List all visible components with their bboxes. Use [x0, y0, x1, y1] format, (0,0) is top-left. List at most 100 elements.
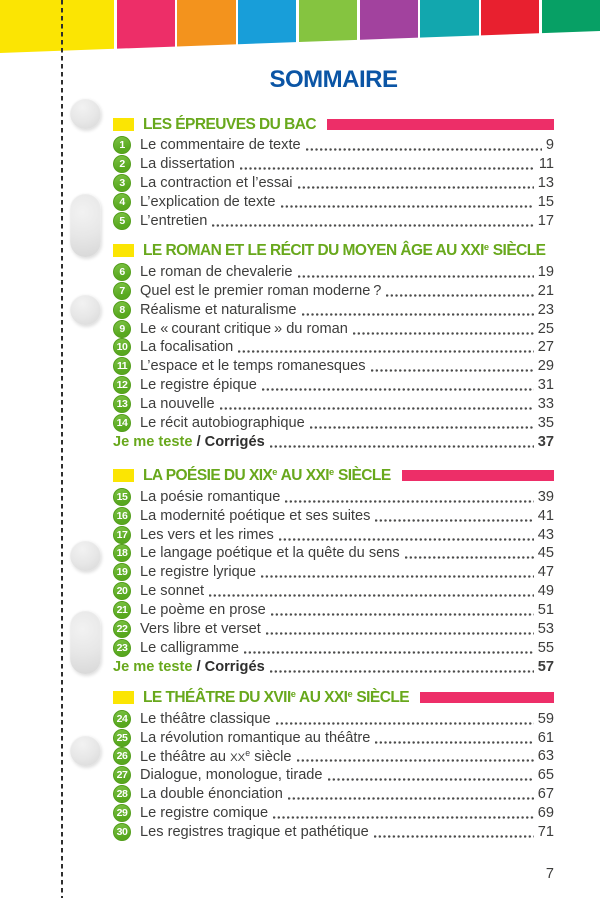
toc-entry: 29 Le registre comique 69 [113, 804, 554, 823]
binder-hole-circle [70, 98, 101, 129]
pink-bar [420, 692, 554, 704]
yellow-square-marker [113, 469, 134, 483]
entry-number-badge: 4 [113, 193, 131, 212]
entry-number-badge: 3 [113, 174, 131, 193]
section-header: LA POÉSIE DU XIXe AU XXIe SIÈCLE [113, 467, 554, 484]
corriges-label: / Corrigés [192, 433, 265, 450]
dot-leader [305, 148, 542, 152]
toc-entry: 24 Le théâtre classique 59 [113, 709, 554, 728]
entry-page-number: 43 [537, 526, 554, 543]
entry-label: Quel est le premier roman moderne ? [140, 282, 382, 299]
entry-number-badge: 19 [113, 563, 131, 582]
toc-entry: 18 Le langage poétique et la quête du sen… [113, 544, 554, 563]
entry-page-number: 21 [537, 282, 554, 299]
entry-number-badge: 10 [113, 338, 131, 357]
entry-label: Le commentaire de texte [140, 137, 301, 154]
entry-number-badge: 18 [113, 544, 131, 563]
toc-section: LE THÉÂTRE DU XVIIe AU XXIe SIÈCLE 24 Le t… [113, 688, 554, 842]
page-number: 7 [545, 865, 554, 882]
entry-page-number: 67 [537, 786, 554, 803]
dot-leader [209, 594, 534, 598]
dot-leader [404, 556, 534, 560]
dot-leader [278, 537, 534, 541]
toc-entry: 19 Le registre lyrique 47 [113, 563, 554, 582]
entry-label: La contraction et l’essai [140, 175, 293, 192]
section-title: LE THÉÂTRE DU XVIIe AU XXIe SIÈCLE [143, 688, 410, 706]
toc-entry: 28 La double énonciation 67 [113, 785, 554, 804]
entry-label: Le récit autobiographique [140, 415, 305, 432]
dot-leader [370, 369, 534, 373]
dot-leader [296, 759, 534, 763]
toc-entry: 16 La modernité poétique et ses suites 41 [113, 506, 554, 525]
binder-hole-capsule [70, 610, 101, 674]
entry-page-number: 59 [537, 710, 554, 727]
entry-number-badge: 28 [113, 785, 131, 804]
entry-page-number: 17 [537, 213, 554, 229]
toc-entry: 9 Le « courant critique » du roman 25 [113, 319, 554, 338]
toc-entry: 6 Le roman de chevalerie 19 [113, 262, 554, 281]
dot-leader [309, 425, 534, 429]
toc-entry: 5 L’entretien 17 [113, 212, 554, 231]
entry-label: L’explication de texte [140, 194, 276, 211]
toc-entry: 7 Quel est le premier roman moderne ? 21 [113, 281, 554, 300]
entry-number-badge: 26 [113, 747, 131, 766]
dot-leader [285, 499, 534, 503]
entry-page-number: 29 [537, 358, 554, 375]
entry-number-badge: 8 [113, 300, 131, 319]
toc-entry: 4 L’explication de texte 15 [113, 193, 554, 212]
entry-label: L’espace et le temps romanesques [140, 358, 366, 375]
entry-label: Le poème en prose [140, 602, 266, 619]
page-title: SOMMAIRE [269, 66, 399, 93]
banner-stripe-pink [116, 0, 175, 53]
entry-label: Le registre épique [140, 377, 257, 394]
entry-label: Le registre comique [140, 805, 269, 822]
entry-page-number: 31 [537, 377, 554, 394]
dot-leader [301, 312, 534, 316]
binder-hole-capsule [70, 193, 101, 257]
entry-label: Les registres tragique et pathétique [140, 824, 369, 841]
toc-entry: 23 Le calligramme 55 [113, 638, 554, 657]
entry-number-badge: 23 [113, 638, 131, 657]
toc-entry: 17 Les vers et les rimes 43 [113, 525, 554, 544]
toc-entry: 20 Le sonnet 49 [113, 582, 554, 601]
entry-label: La dissertation [140, 156, 235, 173]
entry-page-number: 49 [537, 583, 554, 600]
toc-entry: 3 La contraction et l’essai 13 [113, 174, 554, 193]
dot-leader [243, 650, 534, 654]
entry-number-badge: 21 [113, 601, 131, 620]
entry-page-number: 51 [537, 602, 554, 619]
entry-number-badge: 13 [113, 395, 131, 414]
toc-entry: 13 La nouvelle 33 [113, 395, 554, 414]
entry-page-number: 13 [537, 175, 554, 192]
entry-label: La modernité poétique et ses suites [140, 507, 371, 524]
toc-section: LE ROMAN ET LE RÉCIT DU MOYEN ÂGE AU XXI… [113, 241, 554, 451]
entry-page-number: 71 [537, 824, 554, 841]
pink-bar [401, 470, 554, 482]
yellow-square-marker [113, 691, 134, 705]
yellow-square-marker [113, 244, 134, 258]
toc-entry: 10 La focalisation 27 [113, 338, 554, 357]
entry-label: La double énonciation [140, 786, 283, 803]
entry-page-number: 39 [537, 488, 554, 505]
entry-label: La focalisation [140, 339, 234, 356]
entry-label: La nouvelle [140, 396, 215, 413]
yellow-square-marker [113, 118, 134, 131]
entry-label: La poésie romantique [140, 488, 281, 505]
entry-label: Vers libre et verset [140, 621, 261, 638]
entry-label: La révolution romantique au théâtre [140, 729, 371, 746]
toc-entry: 1 Le commentaire de texte 9 [113, 136, 554, 155]
entry-number-badge: 1 [113, 136, 131, 155]
self-test-row: Je me teste / Corrigés 57 [113, 657, 554, 676]
dot-leader [297, 274, 534, 278]
toc-entry: 14 Le récit autobiographique 35 [113, 414, 554, 433]
pink-bar [327, 119, 554, 130]
entry-label: Le « courant critique » du roman [140, 320, 348, 337]
dot-leader [373, 835, 534, 838]
dot-leader [238, 350, 534, 354]
toc-entry: 30 Les registres tragique et pathétique 71 [113, 823, 554, 842]
corriges-label: / Corrigés [192, 658, 265, 675]
section-title: LE ROMAN ET LE RÉCIT DU MOYEN ÂGE AU XXI… [143, 241, 546, 260]
entry-page-number: 55 [537, 639, 554, 656]
dot-leader [327, 778, 534, 782]
entry-number-badge: 25 [113, 728, 131, 747]
